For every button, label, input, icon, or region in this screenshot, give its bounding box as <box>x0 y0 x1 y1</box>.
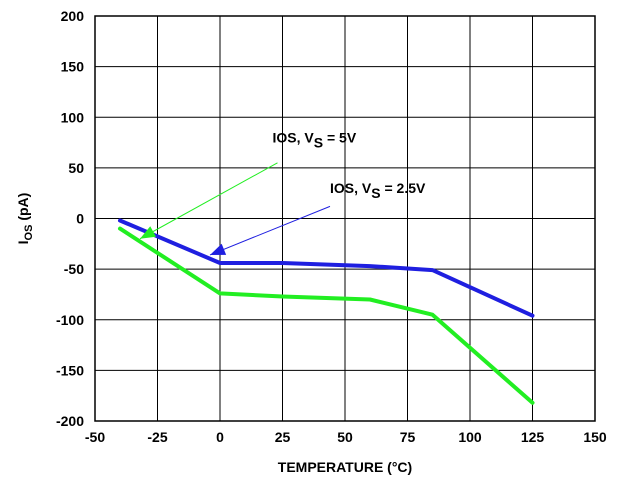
y-tick-label: 0 <box>76 211 84 227</box>
y-axis-title-main: I <box>15 240 31 244</box>
y-tick-labels: -200 -150 -100 -50 0 50 100 150 200 <box>56 8 84 429</box>
x-tick-label: 0 <box>216 429 224 445</box>
x-tick-label: -25 <box>147 429 167 445</box>
y-tick-label: 200 <box>61 8 85 24</box>
annotation-vs-2-5v-label-rest: = 2.5V <box>381 180 426 196</box>
y-tick-label: 150 <box>61 59 85 75</box>
x-tick-label: 50 <box>337 429 353 445</box>
annotation-vs-5v-label: IOS, VS = 5V <box>273 130 357 151</box>
x-tick-label: 150 <box>583 429 607 445</box>
annotation-vs-2-5v-arrow-line <box>209 205 331 256</box>
annotation-vs-2-5v-arrow-head <box>210 243 227 255</box>
series-line-1 <box>118 218 535 318</box>
y-tick-label: 100 <box>61 109 85 125</box>
y-tick-label: -200 <box>56 413 84 429</box>
y-tick-label: 50 <box>68 160 84 176</box>
series-line-2 <box>118 226 535 405</box>
y-axis-title: IOS (pA) <box>15 193 35 245</box>
y-tick-label: -150 <box>56 362 84 378</box>
annotation-vs-5v-label-rest: = 5V <box>323 130 357 146</box>
annotation-vs-2-5v-label: IOS, VS = 2.5V <box>330 180 426 201</box>
annotation-vs-5v-label-subscript: S <box>314 135 323 151</box>
x-tick-label: -50 <box>85 429 105 445</box>
x-tick-label: 125 <box>521 429 545 445</box>
annotation-vs-5v-arrow-head <box>140 226 157 239</box>
annotation-vs-2-5v-label-main: IOS, V <box>330 180 372 196</box>
y-axis-title-subscript: OS <box>23 225 35 241</box>
plot-frame <box>94 15 596 422</box>
y-tick-label: -50 <box>64 261 84 277</box>
x-tick-label: 75 <box>400 429 416 445</box>
series-layer <box>118 218 535 405</box>
annotation-vs-5v-label-main: IOS, V <box>273 130 315 146</box>
x-tick-labels: -50 -25 0 25 50 75 100 125 150 <box>85 429 607 445</box>
grid <box>94 15 596 422</box>
x-tick-label: 25 <box>275 429 291 445</box>
annotation-vs-2-5v-label-subscript: S <box>371 185 380 201</box>
x-tick-label: 100 <box>458 429 482 445</box>
annotation-vs-5v-arrow-line <box>139 162 278 240</box>
y-axis-title-rest: (pA) <box>15 193 31 225</box>
y-tick-label: -100 <box>56 312 84 328</box>
x-axis-title: TEMPERATURE (°C) <box>278 459 412 475</box>
